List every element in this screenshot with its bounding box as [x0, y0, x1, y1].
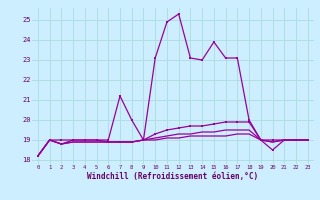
X-axis label: Windchill (Refroidissement éolien,°C): Windchill (Refroidissement éolien,°C) — [87, 172, 258, 181]
